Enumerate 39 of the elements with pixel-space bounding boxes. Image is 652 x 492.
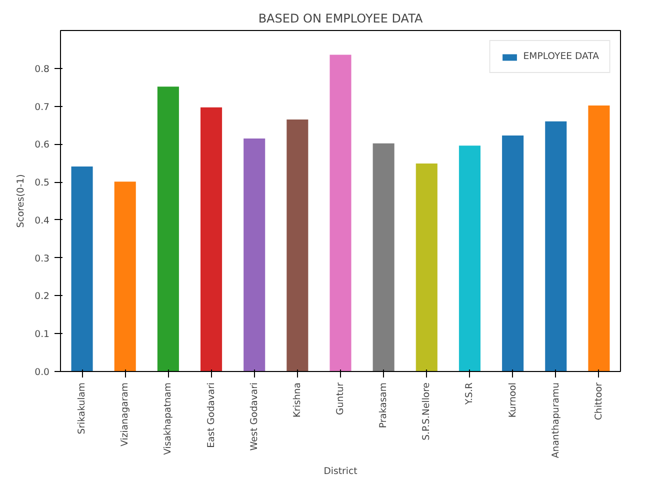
y-axis-title: Scores(0-1) xyxy=(16,174,27,228)
bar xyxy=(244,138,266,372)
bar xyxy=(286,120,308,372)
bar xyxy=(588,106,610,372)
x-tick-label: Kurnool xyxy=(507,382,518,418)
chart-title: BASED ON EMPLOYEE DATA xyxy=(258,12,424,26)
bar xyxy=(502,135,524,372)
y-tick-label: 0.7 xyxy=(34,102,50,113)
bar xyxy=(157,86,179,372)
bar xyxy=(416,163,438,372)
legend-label: EMPLOYEE DATA xyxy=(523,51,599,62)
y-tick-label: 0.6 xyxy=(34,140,50,151)
bar xyxy=(114,182,136,372)
y-tick-label: 0.1 xyxy=(34,329,50,340)
x-tick-label: Guntur xyxy=(335,382,346,415)
x-tick-label: Krishna xyxy=(292,382,303,418)
x-tick-label: Y.S.R xyxy=(464,382,476,406)
bar xyxy=(200,107,222,372)
bar xyxy=(458,146,480,372)
x-tick-label: Visakhapatnam xyxy=(162,382,174,455)
x-tick-label: Chittoor xyxy=(593,382,604,420)
x-tick-label: Vizianagaram xyxy=(120,382,131,446)
y-tick-label: 0.0 xyxy=(34,367,50,378)
x-tick-label: East Godavari xyxy=(206,382,217,448)
x-tick-label: Srikakulam xyxy=(76,382,88,434)
y-tick-label: 0.5 xyxy=(34,178,50,189)
bar xyxy=(545,121,567,372)
bar xyxy=(330,54,352,372)
bar xyxy=(372,143,394,372)
y-tick-label: 0.3 xyxy=(34,253,50,264)
x-tick-label: S.P.S.Nellore xyxy=(421,382,432,440)
bar xyxy=(71,166,93,372)
x-axis-title: District xyxy=(324,466,358,478)
y-tick-label: 0.4 xyxy=(34,215,50,226)
x-tick-label: Ananthapuramu xyxy=(550,382,562,458)
x-tick-label: West Godavari xyxy=(248,382,260,451)
y-tick-label: 0.8 xyxy=(34,64,50,75)
y-tick-label: 0.2 xyxy=(34,291,50,302)
x-tick-label: Prakasam xyxy=(378,382,390,428)
